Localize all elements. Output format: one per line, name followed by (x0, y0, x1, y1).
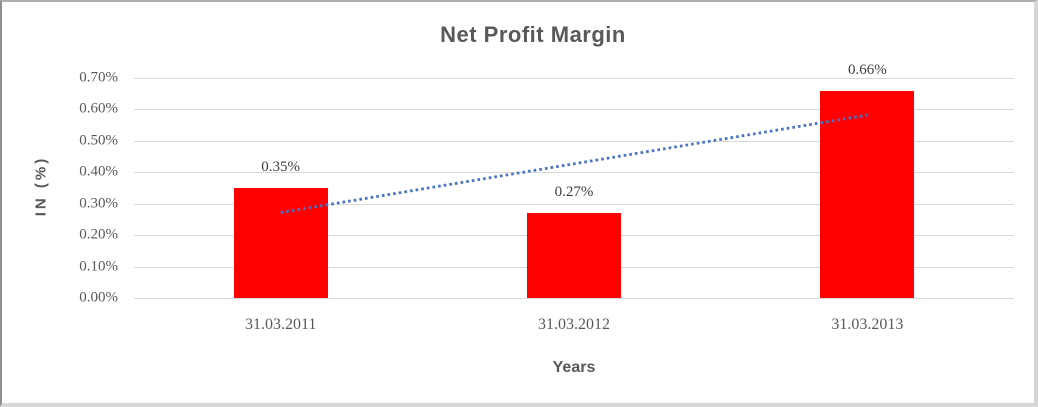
bar-31.03.2013[interactable] (820, 90, 915, 298)
y-axis-tick-label: 0.10% (79, 258, 118, 275)
gridline (134, 109, 1014, 111)
gridline (134, 298, 1014, 299)
x-axis-category-label: 31.03.2011 (244, 316, 317, 333)
chart-title: Net Profit Margin (440, 22, 626, 47)
plot-area: 0.70% 0.60% 0.50% 0.40% 0.30% 0.20% 0.10% 0.00%… (79, 62, 1014, 333)
data-label-31.03.2011: 0.35% (261, 159, 301, 175)
x-axis-category-label: 31.03.2013 (831, 316, 904, 333)
y-axis-tick-label: 0.40% (79, 163, 118, 180)
y-axis-tick-label: 0.20% (79, 226, 118, 243)
bar-31.03.2012[interactable] (527, 213, 621, 298)
y-axis-tick-label: 0.60% (79, 100, 118, 117)
y-axis-tick-label: 0.70% (79, 69, 118, 86)
y-axis-tick-label: 0.50% (79, 132, 118, 149)
y-axis-tick-label: 0.00% (79, 289, 118, 306)
data-label-31.03.2012: 0.27% (554, 184, 594, 201)
x-axis-title: Years (552, 359, 596, 376)
y-axis-tick-label: 0.30% (79, 195, 118, 212)
x-axis-category-label: 31.03.2012 (538, 316, 610, 333)
bar-31.03.2011[interactable] (233, 188, 328, 298)
data-label-31.03.2013: 0.66% (847, 61, 887, 78)
gridline (134, 78, 1014, 79)
